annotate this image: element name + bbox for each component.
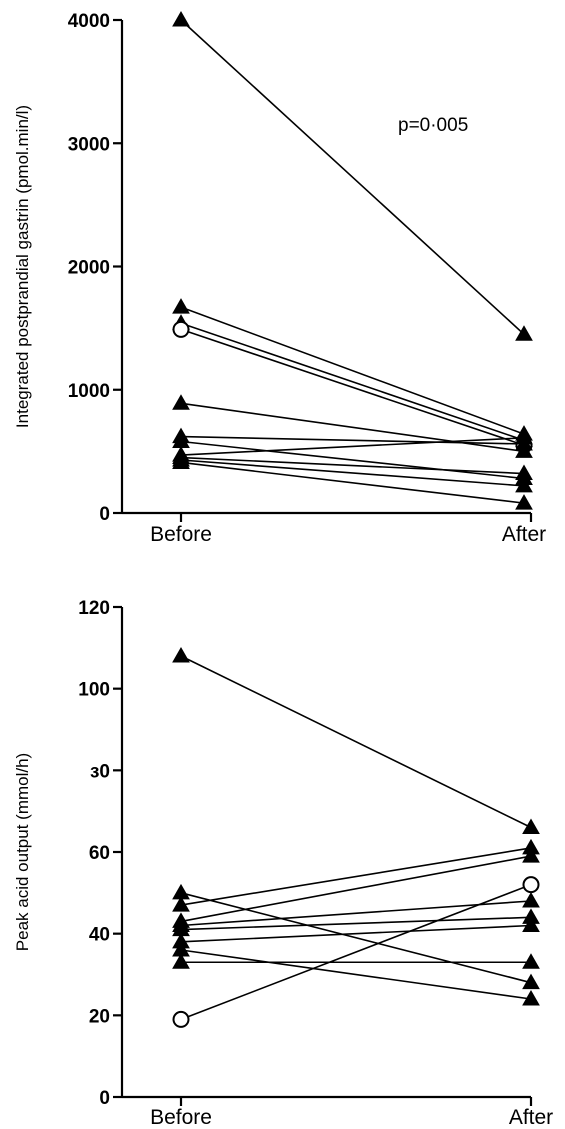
p-value-annotation: p=0·005: [398, 115, 468, 136]
y-axis-label: Peak acid output (mmol/h): [13, 753, 32, 951]
x-category-label: After: [502, 523, 546, 546]
data-point-open-circle: [172, 320, 190, 338]
data-point-triangle: [172, 394, 190, 410]
series-line: [180, 461, 525, 504]
y-tick-label: 40: [89, 925, 110, 946]
data-point-triangle: [515, 494, 533, 510]
y-tick-label: 20: [89, 1006, 110, 1027]
y-tick-label: 60: [89, 843, 110, 864]
data-point-triangle: [522, 818, 540, 834]
data-point-triangle: [172, 10, 190, 27]
series-line: [180, 435, 525, 445]
series-line: [180, 900, 532, 927]
y-tick-label: 4000: [68, 11, 110, 32]
data-point-triangle: [522, 953, 540, 969]
data-point-open-circle: [172, 1010, 190, 1028]
series-line: [180, 892, 532, 984]
series-line: [180, 328, 525, 446]
y-tick-label: 0: [99, 1088, 110, 1109]
x-category-label: Before: [150, 1106, 212, 1129]
data-point-triangle: [515, 325, 533, 341]
series-line: [180, 655, 532, 829]
y-tick-label: 0: [99, 504, 110, 525]
data-point-triangle: [515, 476, 533, 493]
series-line: [180, 855, 532, 923]
series-line: [180, 847, 532, 906]
series-line: [180, 456, 525, 475]
series-line: [180, 437, 525, 456]
series-line: [180, 306, 525, 435]
series-line: [180, 924, 532, 943]
gastrin-chart: 0 1000 2000 3000 4000 Before After Integrated p…: [13, 10, 546, 546]
data-point-triangle: [172, 896, 190, 912]
series-line: [180, 440, 525, 480]
y-axis-label: Integrated postprandial gastrin (pmol.mi…: [13, 105, 32, 428]
data-point-triangle: [515, 428, 533, 445]
series-line: [180, 883, 532, 1021]
y-tick-label: 1000: [68, 381, 110, 402]
series-line: [180, 949, 532, 1000]
x-category-label: Before: [150, 523, 212, 546]
y-tick-label: ɜ0: [90, 761, 110, 782]
series-line: [180, 322, 525, 442]
x-category-label: After: [509, 1106, 553, 1129]
y-tick-label: 2000: [68, 258, 110, 279]
series-line: [180, 19, 525, 335]
data-point-triangle: [172, 298, 190, 314]
data-point-triangle: [172, 646, 190, 663]
data-point-triangle: [522, 916, 540, 932]
data-point-open-circle: [522, 876, 540, 894]
y-tick-label: 120: [78, 598, 110, 619]
series-line: [180, 459, 525, 487]
y-tick-label: 100: [78, 680, 110, 701]
data-point-triangle: [172, 953, 190, 969]
y-tick-label: 3000: [68, 134, 110, 155]
series-line: [180, 916, 532, 931]
data-point-triangle: [522, 847, 540, 863]
data-point-triangle: [522, 989, 540, 1006]
data-point-triangle: [172, 453, 190, 469]
data-point-triangle: [522, 973, 540, 990]
data-point-triangle: [522, 891, 540, 908]
acid-output-chart: 0 20 40 60 ɜ0 100 120 Before After Peak acid outp…: [13, 598, 553, 1129]
